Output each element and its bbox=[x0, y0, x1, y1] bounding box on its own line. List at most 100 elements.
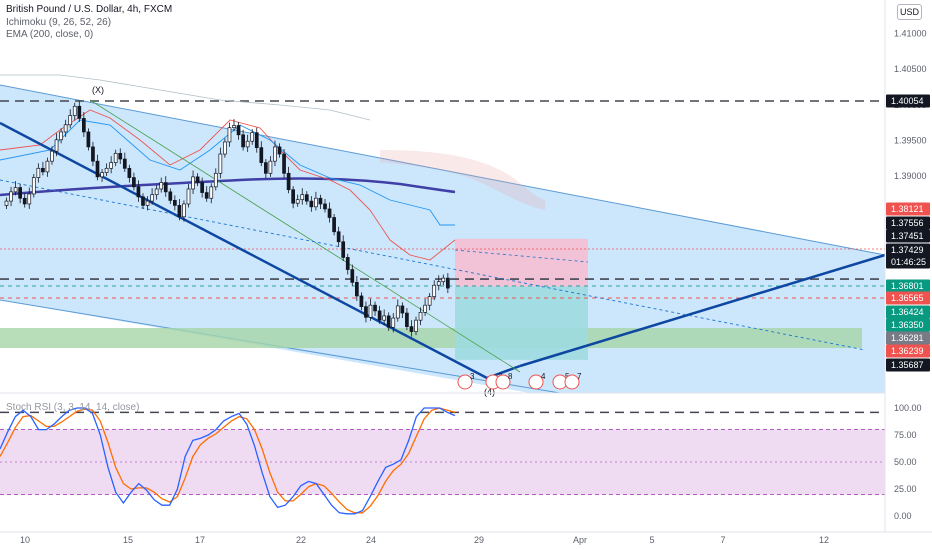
candle-body bbox=[113, 152, 118, 163]
price-tick-label: 1.41000 bbox=[894, 29, 927, 39]
symbol-title[interactable]: British Pound / U.S. Dollar, 4h, FXCM bbox=[6, 4, 173, 15]
candle-body bbox=[446, 277, 450, 289]
candle-body bbox=[127, 167, 132, 178]
candle-body bbox=[227, 127, 232, 143]
time-tick-label: 7 bbox=[720, 535, 725, 545]
wave-connector-line bbox=[89, 99, 521, 373]
candle-body bbox=[364, 306, 368, 318]
candle-body bbox=[391, 317, 396, 328]
candle-body bbox=[241, 134, 245, 148]
wave-label-4: (4) bbox=[484, 387, 495, 397]
candle-body bbox=[22, 197, 27, 205]
candle-body bbox=[377, 310, 382, 321]
time-tick-label: Apr bbox=[573, 535, 587, 545]
stoch-rsi-label[interactable]: Stoch RSI (3, 3, 14, 14, close) bbox=[6, 402, 140, 413]
candle-body bbox=[36, 167, 41, 178]
ema-200-line bbox=[0, 177, 456, 197]
candle-body bbox=[204, 192, 209, 199]
economic-event-icon bbox=[457, 374, 473, 390]
candle-body bbox=[441, 277, 446, 283]
candle-body bbox=[118, 152, 123, 160]
projection-trendline bbox=[519, 253, 886, 368]
price-label-tag bbox=[886, 344, 930, 358]
candle-body bbox=[368, 304, 373, 318]
economic-event-icon bbox=[564, 374, 580, 390]
candle-body bbox=[63, 124, 68, 133]
candle-body bbox=[109, 162, 114, 169]
candle-body bbox=[282, 153, 286, 174]
candle-body bbox=[382, 315, 386, 321]
price-label-tag bbox=[886, 202, 930, 216]
price-label-tag bbox=[886, 216, 930, 230]
candle-body bbox=[159, 182, 164, 190]
candle-body bbox=[195, 176, 200, 183]
candle-body bbox=[395, 305, 400, 319]
candle-body bbox=[72, 105, 77, 116]
candle-body bbox=[318, 197, 323, 205]
candle-body bbox=[182, 203, 186, 218]
candle-body bbox=[423, 304, 427, 313]
price-label-tag bbox=[886, 305, 930, 319]
candle-body bbox=[191, 176, 195, 190]
time-tick-label: 24 bbox=[366, 535, 376, 545]
candle-body bbox=[41, 167, 45, 173]
time-tick-label: 29 bbox=[474, 535, 484, 545]
candle-body bbox=[145, 200, 150, 206]
candle-body bbox=[209, 186, 214, 199]
candle-body bbox=[350, 269, 355, 283]
candle-body bbox=[104, 167, 109, 173]
time-tick-label: 17 bbox=[195, 535, 205, 545]
candle-body bbox=[332, 217, 336, 233]
ichimoku-span-line bbox=[0, 74, 371, 121]
candle-body bbox=[286, 172, 291, 191]
candle-body bbox=[163, 182, 168, 193]
candle-body bbox=[418, 311, 423, 321]
candle-body bbox=[341, 241, 346, 258]
price-label-text: 1.36424 bbox=[891, 307, 924, 317]
candle-body bbox=[13, 187, 18, 193]
price-label-text: 1.35687 bbox=[891, 360, 924, 370]
price-label-text: 1.38121 bbox=[891, 204, 924, 214]
candle-body bbox=[386, 315, 391, 328]
candle-body bbox=[91, 146, 95, 162]
ichimoku-indicator-label[interactable]: Ichimoku (9, 26, 52, 26) bbox=[6, 16, 112, 28]
candle-body bbox=[218, 153, 223, 174]
rsi-tick-label: 100.00 bbox=[894, 403, 922, 413]
position-center-line bbox=[454, 249, 589, 263]
candle-body bbox=[273, 146, 277, 162]
price-label-tag bbox=[886, 331, 930, 345]
channel-upper-line bbox=[0, 84, 886, 256]
candle-body bbox=[304, 194, 309, 202]
stop-loss-zone bbox=[455, 238, 588, 287]
candle-body bbox=[314, 197, 318, 208]
price-label-text: 1.36565 bbox=[891, 293, 924, 303]
economic-event-icon bbox=[495, 374, 511, 390]
time-tick-label: 12 bbox=[819, 535, 829, 545]
wave-label-x: (X) bbox=[92, 85, 104, 95]
candle-body bbox=[50, 150, 54, 162]
candle-body bbox=[268, 160, 273, 174]
wave-down-trendline bbox=[0, 121, 488, 380]
currency-button[interactable]: USD bbox=[897, 4, 922, 20]
price-tick-label: 1.40500 bbox=[894, 64, 927, 74]
price-label-text: 1.36239 bbox=[891, 346, 924, 356]
ema-indicator-label[interactable]: EMA (200, close, 0) bbox=[6, 29, 94, 40]
candle-body bbox=[359, 295, 364, 307]
candle-body bbox=[186, 188, 191, 205]
candle-body bbox=[336, 231, 341, 243]
economic-event-count: 8 bbox=[508, 372, 513, 381]
candle-body bbox=[259, 147, 264, 163]
price-label-text: 1.36281 bbox=[891, 333, 924, 343]
candle-body bbox=[327, 208, 332, 218]
candle-body bbox=[291, 189, 295, 204]
price-tick-label: 1.39000 bbox=[894, 171, 927, 181]
time-tick-label: 10 bbox=[20, 535, 30, 545]
candle-body bbox=[45, 160, 50, 173]
time-tick-label: 22 bbox=[296, 535, 306, 545]
price-label-text: 1.37556 bbox=[891, 218, 924, 228]
candle-body bbox=[254, 132, 259, 148]
price-label-text: 1.40054 bbox=[891, 96, 924, 106]
candle-body bbox=[122, 158, 127, 169]
price-label-tag bbox=[886, 255, 930, 269]
